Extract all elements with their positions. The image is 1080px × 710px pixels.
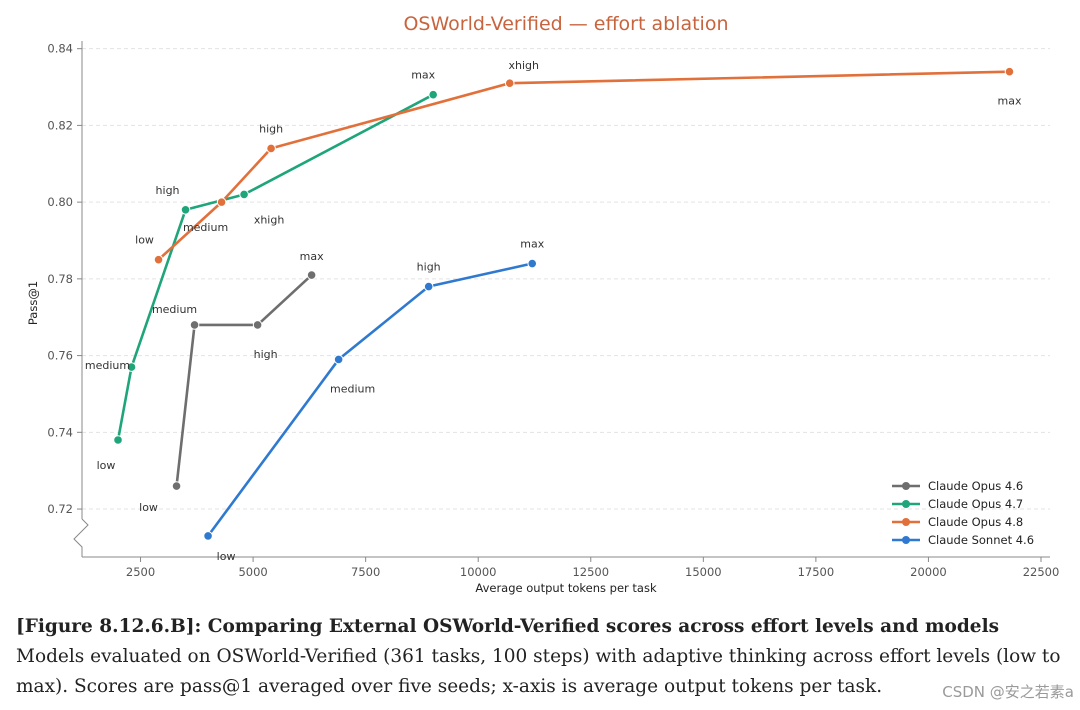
legend-label: Claude Opus 4.7 — [928, 497, 1023, 511]
data-point — [113, 435, 123, 445]
point-label: medium — [330, 382, 375, 395]
data-point — [189, 320, 200, 330]
legend-marker — [902, 482, 910, 490]
legend-marker — [902, 536, 910, 544]
point-label: low — [217, 550, 236, 563]
point-label: low — [139, 501, 158, 514]
x-tick-label: 7500 — [351, 565, 380, 579]
series-line — [157, 70, 1011, 261]
data-point — [203, 531, 213, 541]
point-label: low — [135, 234, 154, 247]
x-tick-label: 12500 — [572, 565, 609, 579]
data-point — [423, 281, 434, 292]
data-point — [126, 362, 137, 372]
y-tick-label: 0.82 — [47, 118, 73, 132]
point-label: high — [259, 122, 283, 135]
y-tick-label: 0.74 — [47, 425, 73, 439]
series-line — [175, 273, 313, 488]
point-label: low — [97, 459, 116, 472]
data-point — [428, 89, 438, 100]
series-line — [206, 262, 534, 538]
legend-label: Claude Opus 4.8 — [928, 515, 1023, 529]
y-tick-label: 0.78 — [47, 272, 73, 286]
legend-marker — [902, 500, 910, 508]
data-point — [333, 354, 344, 365]
x-tick-label: 10000 — [460, 565, 497, 579]
x-tick-label: 2500 — [126, 565, 155, 579]
point-label: high — [417, 261, 441, 274]
data-point — [153, 254, 164, 265]
point-label: max — [520, 238, 544, 251]
data-point — [252, 320, 263, 330]
y-axis-label: Pass@1 — [26, 281, 40, 325]
axes: 0.72 0.74 0.76 0.78 0.80 0.82 0.84 2500 5000 7500… — [47, 41, 1059, 579]
point-label: high — [254, 348, 278, 361]
y-tick-label: 0.80 — [47, 195, 73, 209]
chart-title: OSWorld-Verified — effort ablation — [403, 13, 728, 35]
x-tick-label: 17500 — [798, 565, 835, 579]
data-point — [527, 258, 538, 269]
data-point — [266, 143, 276, 154]
point-label: xhigh — [508, 59, 539, 72]
data-point — [171, 481, 182, 491]
data-point — [180, 205, 191, 215]
point-label: medium — [152, 303, 197, 316]
point-label: max — [300, 250, 324, 263]
y-tick-label: 0.76 — [47, 349, 73, 363]
y-axis-break — [73, 518, 89, 557]
data-point — [1004, 66, 1015, 77]
x-tick-label: 5000 — [238, 565, 267, 579]
point-label: medium — [183, 221, 228, 234]
data-point — [239, 189, 249, 200]
y-tick-label: 0.72 — [47, 502, 73, 516]
x-axis-label: Average output tokens per task — [475, 581, 657, 595]
y-tick-label: 0.84 — [47, 42, 73, 56]
chart: OSWorld-Verified — effort ablation 0.720… — [26, 13, 1059, 595]
legend-label: Claude Sonnet 4.6 — [928, 533, 1034, 547]
data-point — [504, 78, 515, 89]
point-label: medium — [85, 359, 130, 372]
x-tick-label: 15000 — [685, 565, 722, 579]
figure-caption: [Figure 8.12.6.B]: Comparing External OS… — [16, 612, 1066, 702]
legend-label: Claude Opus 4.6 — [928, 479, 1023, 493]
x-tick-label: 20000 — [910, 565, 947, 579]
point-label: high — [156, 184, 180, 197]
watermark: CSDN @安之若素a — [942, 683, 1074, 701]
series-group — [113, 66, 1015, 541]
point-labels: low medium high max low medium high xhigh max low… — [85, 59, 1022, 563]
point-label: max — [411, 69, 435, 82]
x-tick-label: 22500 — [1023, 565, 1060, 579]
grid — [82, 48, 1050, 510]
data-point — [216, 197, 227, 207]
legend-marker — [902, 518, 910, 526]
point-label: xhigh — [254, 213, 285, 226]
point-label: max — [997, 95, 1021, 108]
caption-text: Models evaluated on OSWorld-Verified (36… — [16, 646, 1061, 697]
legend: Claude Opus 4.6 Claude Opus 4.7 Claude Opu… — [892, 479, 1034, 547]
data-point — [306, 270, 317, 280]
caption-bold: [Figure 8.12.6.B]: Comparing External OS… — [16, 616, 1000, 637]
